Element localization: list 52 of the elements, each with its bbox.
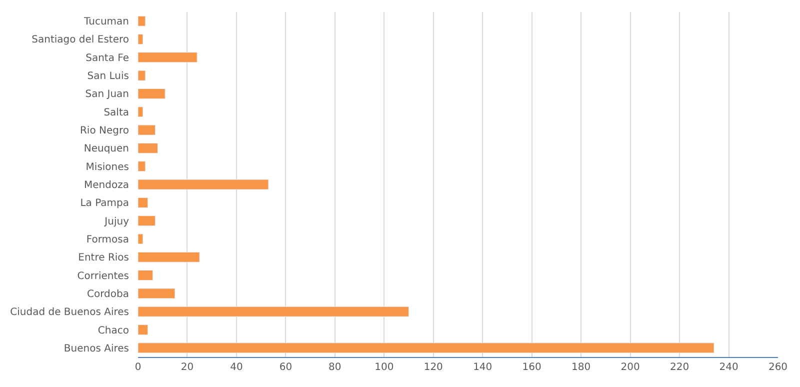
x-tick-label: 20 xyxy=(180,362,194,373)
bar xyxy=(138,216,156,226)
y-tick-label: Neuquen xyxy=(84,144,129,155)
x-tick-label: 0 xyxy=(134,362,142,373)
x-tick-label: 220 xyxy=(670,362,690,373)
bar xyxy=(138,88,166,99)
x-tick-label: 240 xyxy=(719,362,738,373)
bar xyxy=(138,70,146,81)
bar xyxy=(138,270,154,281)
bar xyxy=(138,34,144,44)
bar xyxy=(138,324,148,336)
bar xyxy=(138,197,148,208)
y-tick-label: Tucuman xyxy=(83,16,129,28)
bar xyxy=(138,179,269,190)
y-tick-label: Santa Fe xyxy=(86,52,129,64)
y-tick-label: Rio Negro xyxy=(80,126,129,137)
x-tick-label: 80 xyxy=(328,362,342,373)
bar xyxy=(138,142,158,154)
y-tick-label: San Juan xyxy=(85,89,129,100)
bar xyxy=(138,161,146,172)
x-tick-label: 40 xyxy=(230,362,243,373)
y-tick-label: Formosa xyxy=(86,234,129,246)
bar xyxy=(138,342,714,354)
y-tick-label: Entre Rios xyxy=(78,252,129,264)
y-tick-label: Buenos Aires xyxy=(64,343,129,354)
y-tick-label: La Pampa xyxy=(80,198,129,210)
y-tick-label: Cordoba xyxy=(87,288,129,300)
x-tick-label: 140 xyxy=(473,362,492,373)
y-tick-label: Jujuy xyxy=(104,216,130,228)
bar xyxy=(138,106,144,118)
bar xyxy=(138,124,156,136)
x-tick-label: 260 xyxy=(768,362,788,373)
x-tick-label: 180 xyxy=(572,362,591,373)
bar xyxy=(138,234,144,244)
y-tick-label: San Luis xyxy=(87,71,129,82)
y-tick-label: Santiago del Estero xyxy=(32,34,129,46)
y-tick-label: Misiones xyxy=(86,162,129,173)
bar xyxy=(138,288,176,299)
x-tick-label: 100 xyxy=(374,362,394,373)
x-tick-label: 200 xyxy=(620,362,640,373)
y-tick-label: Ciudad de Buenos Aires xyxy=(10,307,129,318)
bar xyxy=(138,252,200,262)
x-tick-label: 120 xyxy=(424,362,443,373)
bar xyxy=(138,16,146,26)
bar xyxy=(138,52,198,63)
bar xyxy=(138,306,410,317)
x-tick-label: 160 xyxy=(522,362,542,373)
y-tick-label: Chaco xyxy=(98,325,129,336)
y-tick-label: Salta xyxy=(104,107,129,118)
x-tick-label: 60 xyxy=(279,362,292,373)
y-tick-label: Corrientes xyxy=(77,270,129,282)
y-tick-label: Mendoza xyxy=(84,180,129,191)
